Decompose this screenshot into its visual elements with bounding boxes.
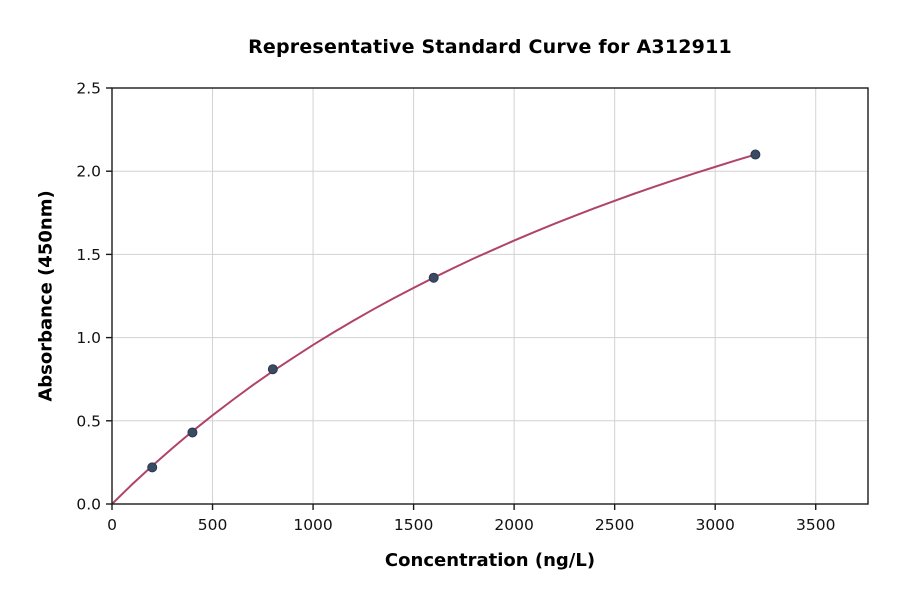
x-tick-label: 2500 — [595, 516, 634, 534]
chart-title: Representative Standard Curve for A31291… — [248, 36, 732, 58]
y-tick-label: 0.5 — [76, 412, 101, 430]
data-point — [428, 272, 439, 283]
y-tick-label: 1.5 — [76, 246, 101, 264]
x-tick-label: 1500 — [394, 516, 433, 534]
y-tick-label: 1.0 — [76, 329, 101, 347]
x-axis-label: Concentration (ng/L) — [384, 550, 596, 571]
y-tick-label: 0.0 — [76, 496, 101, 514]
data-point — [267, 364, 278, 375]
data-point — [187, 427, 198, 438]
x-tick-label: 3000 — [695, 516, 734, 534]
data-point — [750, 149, 761, 160]
plot-border — [111, 87, 869, 505]
x-tick-label: 3500 — [796, 516, 835, 534]
y-axis-label: Absorbance (450nm) — [35, 190, 57, 402]
x-tick-label: 500 — [198, 516, 228, 534]
x-tick-label: 0 — [107, 516, 117, 534]
y-tick-label: 2.5 — [76, 80, 101, 98]
x-tick-label: 1000 — [293, 516, 332, 534]
plot-background — [112, 88, 868, 504]
y-tick-label: 2.0 — [76, 163, 101, 181]
data-point — [147, 462, 158, 473]
x-tick-label: 2000 — [494, 516, 533, 534]
